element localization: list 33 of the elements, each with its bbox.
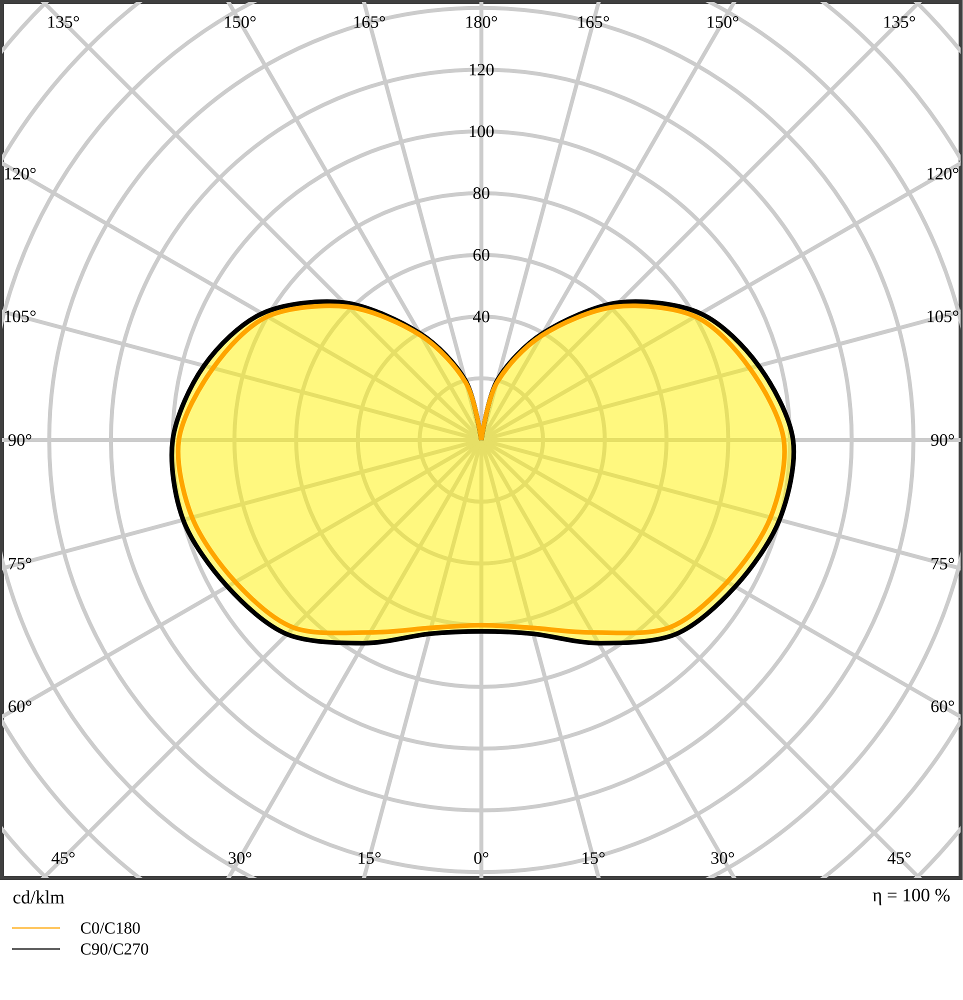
spoke-label: 135° xyxy=(884,16,915,28)
spoke-label: 105° xyxy=(5,310,36,322)
spoke-label: 15° xyxy=(358,852,381,864)
spoke-label: 30° xyxy=(711,852,734,864)
spoke-label: 105° xyxy=(928,310,958,322)
spoke-label: 150° xyxy=(708,16,738,28)
y-tick-label: 100 xyxy=(470,126,494,138)
spoke-label: 120° xyxy=(5,168,36,180)
spoke-label: 165° xyxy=(354,16,385,28)
spoke-label: 75° xyxy=(9,558,32,570)
spoke-label: 0° xyxy=(474,852,488,864)
spoke-label: 135° xyxy=(48,16,79,28)
spoke-label: 15° xyxy=(582,852,605,864)
spoke-label: 120° xyxy=(928,168,958,180)
spoke-label: 150° xyxy=(225,16,256,28)
spoke-label: 165° xyxy=(578,16,609,28)
spoke-label: 90° xyxy=(8,434,32,446)
text: η = 100 % xyxy=(872,888,950,906)
y-tick-label: 120 xyxy=(470,64,494,76)
legend-label: C0/C180 xyxy=(80,922,140,934)
y-tick-label: 60 xyxy=(473,248,490,261)
spoke-label: 180° xyxy=(466,16,497,28)
y-tick-label: 80 xyxy=(473,187,490,199)
spoke-label: 90° xyxy=(931,434,954,446)
spoke-label: 45° xyxy=(888,852,911,864)
legend-label: C90/C270 xyxy=(80,943,148,955)
spoke-label: 60° xyxy=(931,700,954,712)
y-tick-label: 40 xyxy=(473,310,490,322)
text: cd/klm xyxy=(13,890,64,904)
spoke-label: 30° xyxy=(228,852,252,864)
spoke-label: 75° xyxy=(932,558,954,570)
spoke-label: 60° xyxy=(8,700,32,712)
spoke-label: 45° xyxy=(52,852,75,864)
